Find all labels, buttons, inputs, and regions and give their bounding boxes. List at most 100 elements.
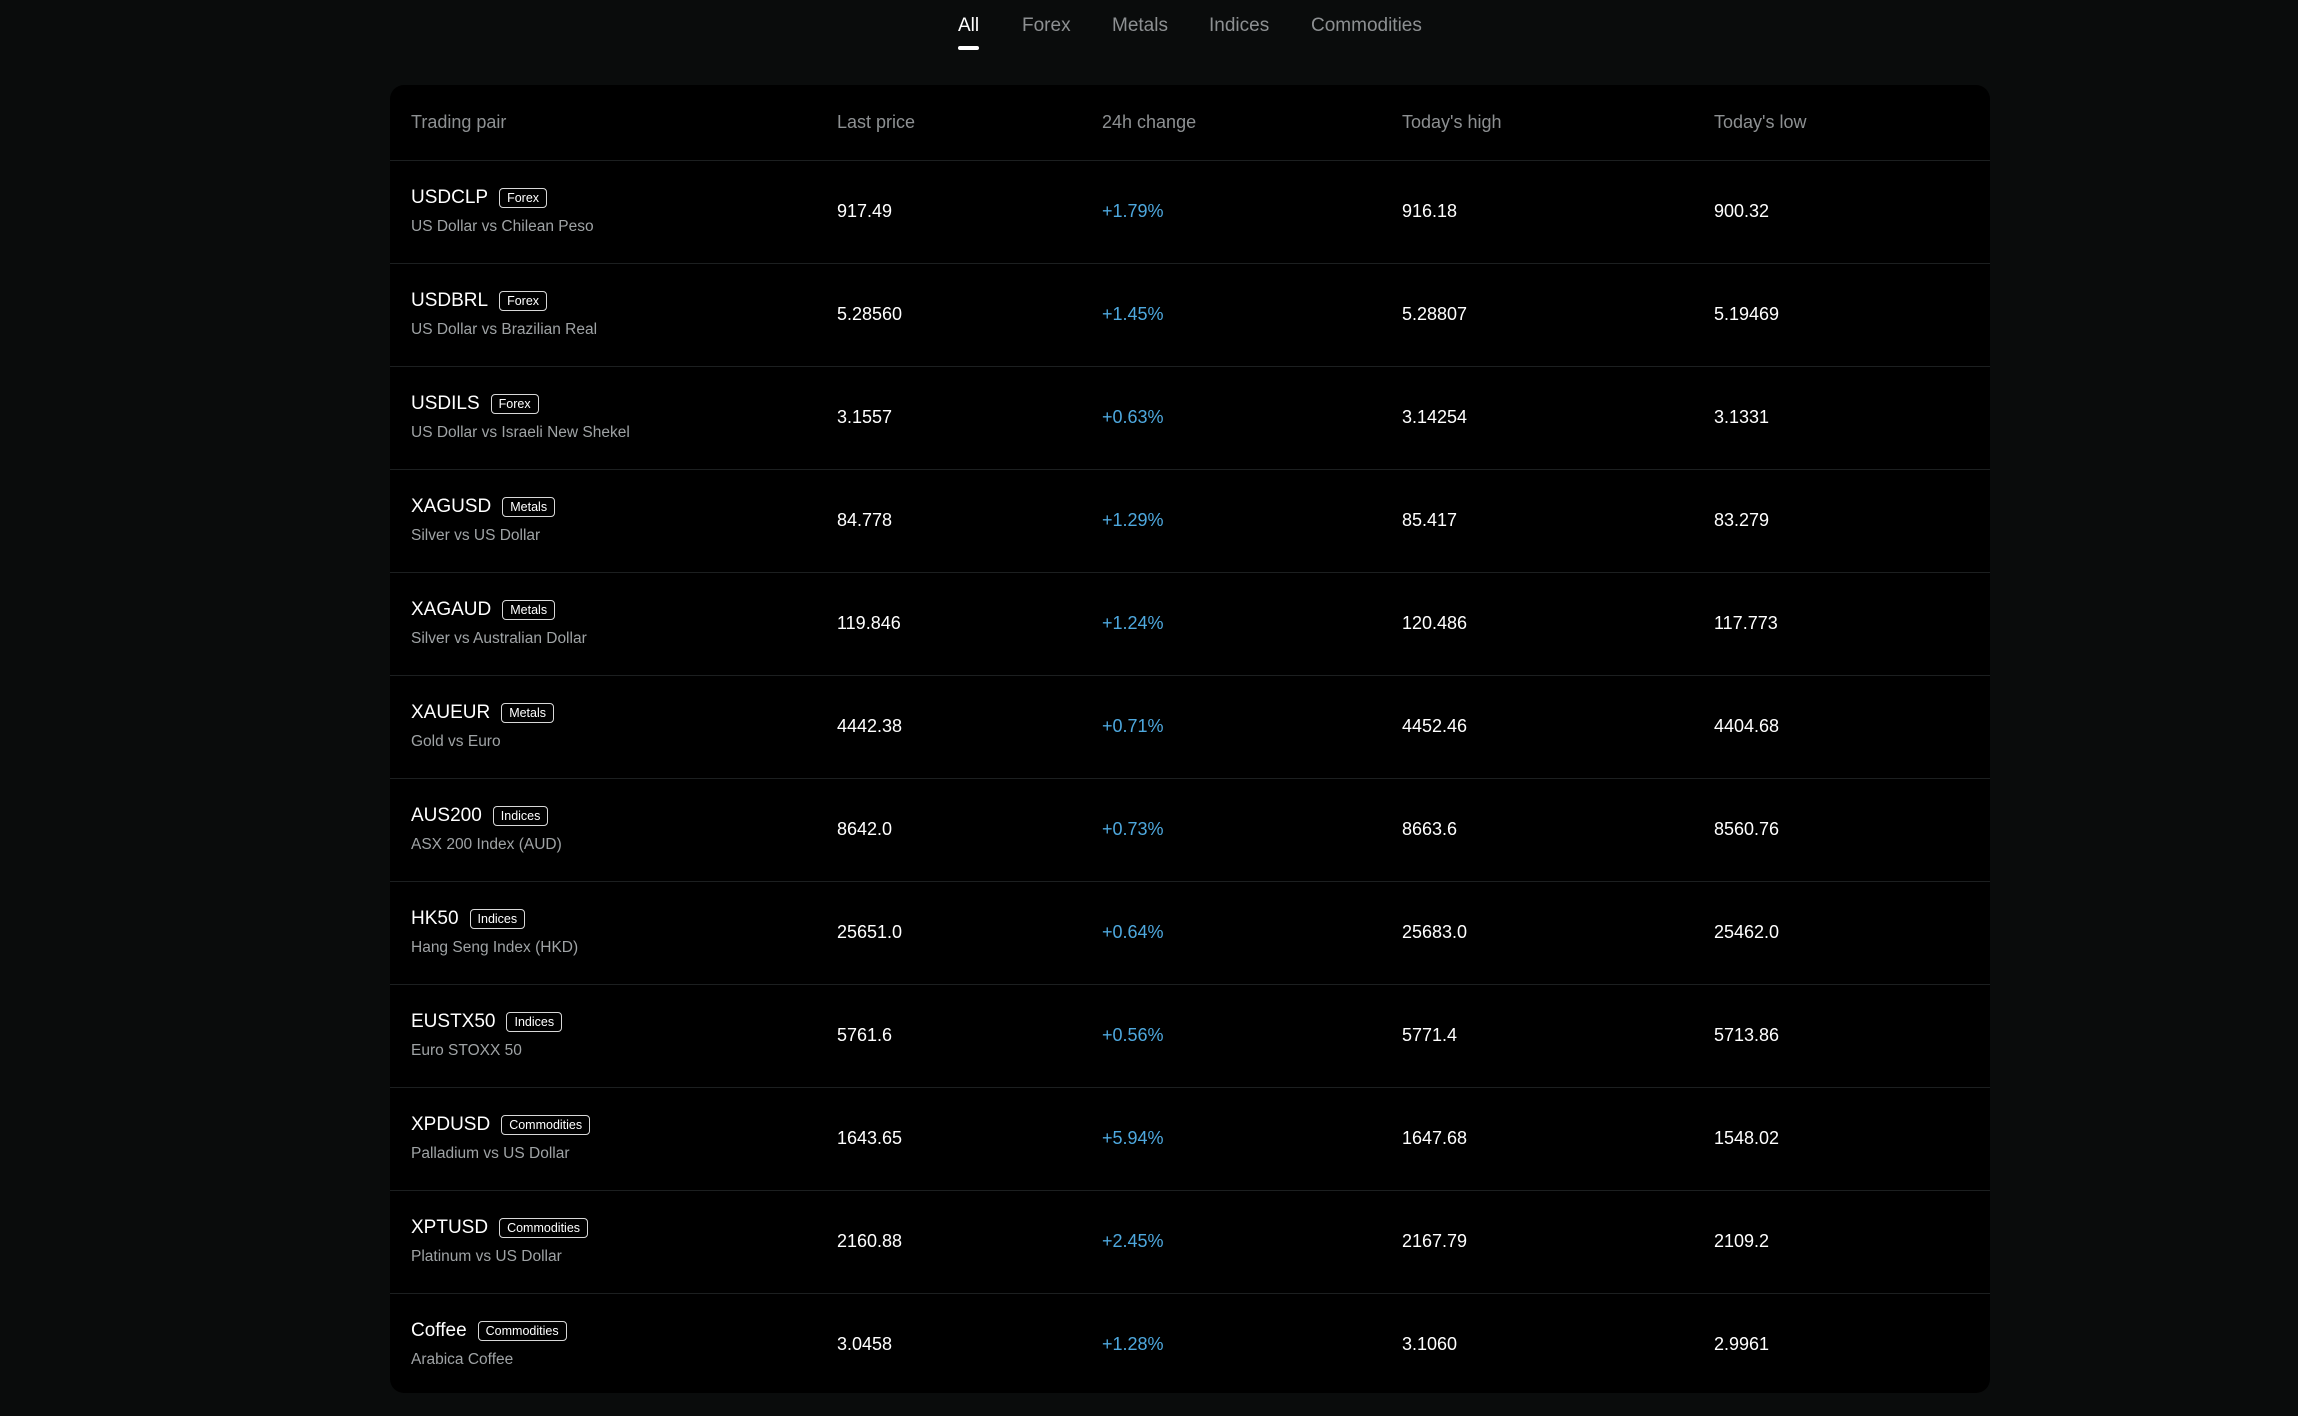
pair-symbol: HK50 <box>411 908 459 929</box>
category-badge: Indices <box>469 909 526 929</box>
todays-high: 4452.46 <box>1402 716 1468 736</box>
last-price: 119.846 <box>837 613 901 633</box>
last-price: 4442.38 <box>837 716 903 736</box>
todays-high: 1647.68 <box>1402 1128 1468 1148</box>
table-row[interactable]: Coffee Commodities Arabica Coffee 3.0458 +1.… <box>390 1294 1990 1393</box>
todays-low: 117.773 <box>1714 613 1778 633</box>
change-24h: +0.73% <box>1102 819 1164 839</box>
category-badge: Commodities <box>501 1115 591 1135</box>
pair-description: US Dollar vs Israeli New Shekel <box>411 424 630 441</box>
category-badge: Metals <box>502 600 556 620</box>
last-price: 5761.6 <box>837 1025 893 1045</box>
todays-low: 5.19469 <box>1714 304 1780 324</box>
change-24h: +1.29% <box>1102 510 1164 530</box>
category-badge: Forex <box>499 291 548 311</box>
pair-description: Gold vs Euro <box>411 733 501 750</box>
todays-high: 5.28807 <box>1402 304 1468 324</box>
change-24h: +2.45% <box>1102 1231 1164 1251</box>
pair-symbol: USDCLP <box>411 187 489 208</box>
todays-high: 2167.79 <box>1402 1231 1468 1251</box>
table-row[interactable]: EUSTX50 Indices Euro STOXX 50 5761.6 +0.56% 5… <box>390 985 1990 1088</box>
change-24h: +1.45% <box>1102 304 1164 324</box>
last-price: 3.1557 <box>837 407 893 427</box>
tab-metals[interactable]: Metals <box>1112 15 1168 36</box>
last-price: 25651.0 <box>837 922 903 942</box>
pair-symbol: XAUEUR <box>411 702 491 723</box>
table-row[interactable]: AUS200 Indices ASX 200 Index (AUD) 8642.0 +0… <box>390 779 1990 882</box>
table-row[interactable]: XPTUSD Commodities Platinum vs US Dollar 21… <box>390 1191 1990 1294</box>
header-24h-change[interactable]: 24h change <box>1102 112 1197 132</box>
pair-symbol: EUSTX50 <box>411 1011 496 1032</box>
pair-description: ASX 200 Index (AUD) <box>411 836 562 853</box>
todays-low: 83.279 <box>1714 510 1770 530</box>
pair-symbol-cell: XAUEUR Metals <box>411 701 555 725</box>
category-tabs: All Forex Metals Indices Commodities <box>0 0 2298 60</box>
pair-symbol-cell: XPDUSD Commodities <box>411 1113 591 1137</box>
change-24h: +1.28% <box>1102 1334 1164 1354</box>
category-badge: Forex <box>499 188 548 208</box>
table-row[interactable]: XAGUSD Metals Silver vs US Dollar 84.778 +1.… <box>390 470 1990 573</box>
pair-symbol-cell: HK50 Indices <box>411 907 526 931</box>
change-24h: +1.79% <box>1102 201 1164 221</box>
pair-symbol-cell: XPTUSD Commodities <box>411 1216 589 1240</box>
change-24h: +0.71% <box>1102 716 1164 736</box>
table-row[interactable]: HK50 Indices Hang Seng Index (HKD) 25651.0 +… <box>390 882 1990 985</box>
table-row[interactable]: XAGAUD Metals Silver vs Australian Dollar 1… <box>390 573 1990 676</box>
table-row[interactable]: USDILS Forex US Dollar vs Israeli New Shek… <box>390 367 1990 470</box>
todays-high: 85.417 <box>1402 510 1458 530</box>
table-row[interactable]: XAUEUR Metals Gold vs Euro 4442.38 +0.71% 445… <box>390 676 1990 779</box>
category-badge: Commodities <box>499 1218 589 1238</box>
tab-commodities[interactable]: Commodities <box>1311 15 1422 36</box>
todays-high: 3.14254 <box>1402 407 1468 427</box>
last-price: 3.0458 <box>837 1334 893 1354</box>
pair-symbol-cell: EUSTX50 Indices <box>411 1010 563 1034</box>
change-24h: +1.24% <box>1102 613 1164 633</box>
todays-high: 3.1060 <box>1402 1334 1458 1354</box>
table-row[interactable]: XPDUSD Commodities Palladium vs US Dollar 1… <box>390 1088 1990 1191</box>
change-24h: +5.94% <box>1102 1128 1164 1148</box>
todays-high: 120.486 <box>1402 613 1468 633</box>
pair-symbol: USDBRL <box>411 290 489 311</box>
pair-description: Palladium vs US Dollar <box>411 1145 570 1162</box>
trading-pairs-table: Trading pair Last price 24h change Today… <box>390 85 1990 1393</box>
todays-high: 916.18 <box>1402 201 1458 221</box>
todays-low: 4404.68 <box>1714 716 1780 736</box>
pair-symbol-cell: USDBRL Forex <box>411 289 548 313</box>
pair-description: Silver vs US Dollar <box>411 527 541 544</box>
last-price: 1643.65 <box>837 1128 903 1148</box>
table-row[interactable]: USDBRL Forex US Dollar vs Brazilian Real 5.… <box>390 264 1990 367</box>
last-price: 84.778 <box>837 510 893 530</box>
tab-forex[interactable]: Forex <box>1022 15 1071 36</box>
todays-high: 5771.4 <box>1402 1025 1458 1045</box>
header-last-price[interactable]: Last price <box>837 112 916 132</box>
todays-high: 25683.0 <box>1402 922 1468 942</box>
change-24h: +0.56% <box>1102 1025 1164 1045</box>
todays-low: 2109.2 <box>1714 1231 1770 1251</box>
todays-low: 25462.0 <box>1714 922 1780 942</box>
category-badge: Metals <box>501 703 555 723</box>
category-badge: Commodities <box>477 1321 567 1341</box>
pair-symbol: XAGUSD <box>411 496 492 517</box>
category-badge: Forex <box>490 394 539 414</box>
header-todays-high[interactable]: Today's high <box>1402 112 1502 132</box>
pair-symbol: AUS200 <box>411 805 482 826</box>
table-row[interactable]: USDCLP Forex US Dollar vs Chilean Peso 917.… <box>390 161 1990 264</box>
todays-low: 1548.02 <box>1714 1128 1780 1148</box>
table-header: Trading pair Last price 24h change Today… <box>390 85 1990 161</box>
pair-symbol-cell: XAGUSD Metals <box>411 495 556 519</box>
category-badge: Indices <box>492 806 549 826</box>
todays-low: 8560.76 <box>1714 819 1780 839</box>
category-badge: Indices <box>506 1012 563 1032</box>
last-price: 5.28560 <box>837 304 903 324</box>
category-badge: Metals <box>502 497 556 517</box>
tab-indices[interactable]: Indices <box>1209 15 1270 36</box>
pair-symbol: XPDUSD <box>411 1114 491 1135</box>
pair-symbol-cell: Coffee Commodities <box>411 1319 567 1343</box>
todays-low: 3.1331 <box>1714 407 1770 427</box>
pair-symbol: Coffee <box>411 1320 467 1341</box>
header-trading-pair[interactable]: Trading pair <box>411 112 507 132</box>
pair-description: US Dollar vs Brazilian Real <box>411 321 598 338</box>
tab-all[interactable]: All <box>958 15 980 36</box>
header-todays-low[interactable]: Today's low <box>1714 112 1807 132</box>
change-24h: +0.63% <box>1102 407 1164 427</box>
